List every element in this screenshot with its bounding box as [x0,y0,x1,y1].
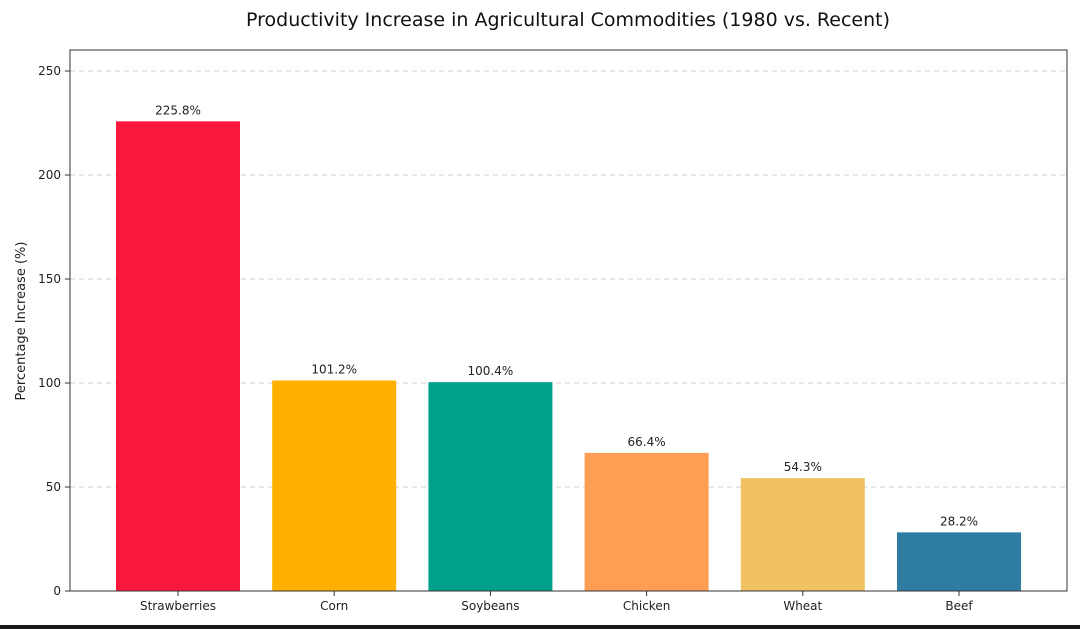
x-tick-label: Chicken [623,599,670,613]
bars [116,121,1021,591]
bar-wheat [740,478,865,591]
bar-soybeans [428,382,553,591]
plot-frame [69,49,1068,592]
y-tick-label: 200 [38,168,61,182]
data-label: 101.2% [311,363,357,377]
x-axis: Strawberries Corn Soybeans Chicken Wheat Beef [140,591,973,613]
x-tick-label: Corn [320,599,348,613]
bar-corn [272,380,397,591]
bar-beef [897,532,1021,591]
bar-chicken [584,452,709,591]
x-tick-label: Wheat [783,599,822,613]
bottom-edge-bar [0,625,1080,629]
y-tick-label: 100 [38,376,61,390]
bar-strawberries [116,121,240,591]
data-label: 66.4% [628,435,666,449]
y-tick-label: 0 [53,584,61,598]
data-labels: 225.8% 101.2% 100.4% 66.4% 54.3% 28.2% [155,103,978,528]
y-tick-label: 250 [38,64,61,78]
x-tick-label: Beef [945,599,973,613]
y-axis-label: Percentage Increase (%) [14,242,29,401]
y-axis: 0 50 100 150 200 250 [38,64,70,598]
y-tick-label: 150 [38,272,61,286]
x-tick-label: Soybeans [461,599,519,613]
y-tick-label: 50 [46,480,61,494]
data-label: 54.3% [784,460,822,474]
data-label: 225.8% [155,103,201,117]
x-tick-label: Strawberries [140,599,216,613]
chart-title: Productivity Increase in Agricultural Co… [246,9,890,31]
data-label: 28.2% [940,514,978,528]
data-label: 100.4% [468,364,514,378]
